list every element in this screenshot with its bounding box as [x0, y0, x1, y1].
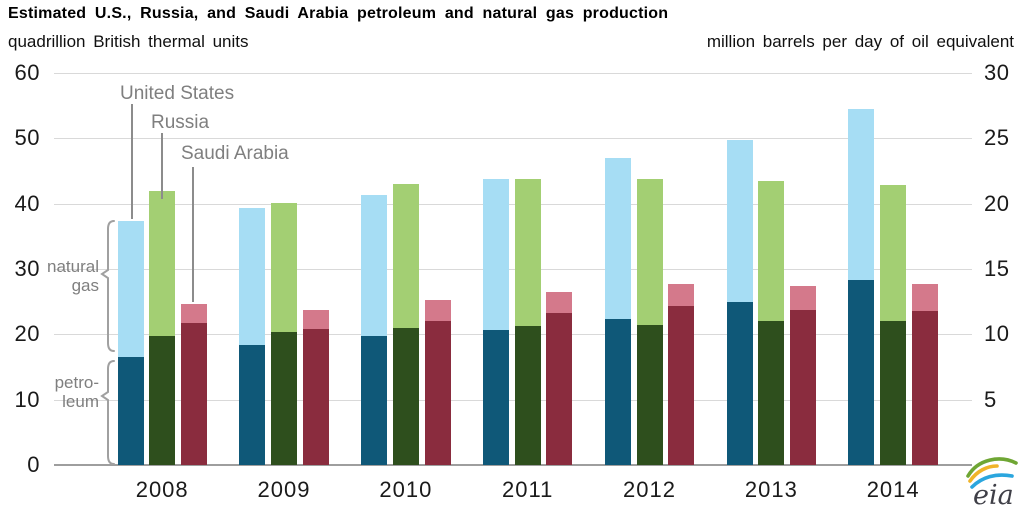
natural-gas-label-line2: gas	[71, 276, 99, 295]
bar-2008-united-states-natural-gas	[117, 220, 144, 357]
x-axis-label-2011: 2011	[502, 477, 554, 502]
bar-2010-russia-natural-gas	[392, 184, 419, 329]
left-axis-tick-60: 60	[14, 60, 40, 85]
natural-gas-bracket	[100, 220, 115, 352]
x-axis-label-2009: 2009	[257, 477, 311, 502]
x-axis-label-2013: 2013	[744, 477, 798, 502]
bar-2013-united-states-petroleum	[726, 302, 753, 465]
bar-2014-united-states-petroleum	[848, 280, 875, 465]
bar-2011-russia-natural-gas	[514, 179, 541, 327]
bar-2009-saudi-arabia-natural-gas	[302, 309, 329, 330]
bar-2013-saudi-arabia-natural-gas	[790, 285, 817, 310]
legend-label-united-states: United States	[120, 83, 235, 104]
gridline-20	[54, 334, 972, 336]
eia-logo: eia	[960, 450, 1022, 511]
x-axis-label-2008: 2008	[135, 477, 189, 502]
left-axis-tick-30: 30	[14, 256, 40, 281]
bar-2011-united-states-natural-gas	[482, 179, 509, 331]
left-axis-title: quadrillion British thermal units	[8, 32, 249, 51]
gridline-50	[54, 138, 972, 140]
bar-2010-united-states-natural-gas	[361, 195, 388, 337]
bar-2011-russia-petroleum	[514, 326, 541, 465]
natural-gas-label-line1: natural	[47, 257, 99, 276]
x-axis-label-2012: 2012	[623, 477, 676, 502]
bar-2013-russia-natural-gas	[758, 180, 785, 322]
bar-2009-russia-petroleum	[271, 331, 298, 465]
bar-2011-saudi-arabia-natural-gas	[546, 291, 573, 313]
bar-2008-russia-natural-gas	[149, 191, 176, 337]
bar-2012-saudi-arabia-natural-gas	[668, 284, 695, 307]
x-axis-line	[54, 464, 972, 466]
left-axis-tick-50: 50	[14, 125, 40, 151]
right-axis-tick-5: 5	[984, 386, 997, 412]
bar-2014-russia-petroleum	[880, 320, 907, 465]
petroleum-label-line2: leum	[62, 392, 99, 411]
bar-2012-saudi-arabia-petroleum	[668, 306, 695, 465]
left-axis-tick-10: 10	[14, 386, 40, 412]
bar-2009-russia-natural-gas	[271, 203, 298, 332]
bar-2014-saudi-arabia-petroleum	[911, 310, 938, 465]
bar-2010-russia-petroleum	[392, 328, 419, 465]
gridline-30	[54, 269, 972, 270]
left-axis-tick-40: 40	[14, 190, 40, 216]
bar-2014-russia-natural-gas	[880, 184, 907, 321]
right-axis-title: million barrels per day of oil equivalen…	[706, 32, 1014, 51]
x-axis-label-2010: 2010	[379, 477, 433, 502]
logo-swoosh-blue	[970, 473, 1014, 489]
bar-2014-united-states-natural-gas	[848, 108, 875, 281]
petroleum-label-line1: petro-	[54, 373, 99, 392]
legend-line-saudi-arabia	[192, 167, 194, 302]
right-axis-tick-25: 25	[984, 125, 1010, 151]
gridline-10	[54, 399, 972, 401]
left-axis-tick-0: 0	[27, 452, 40, 477]
legend-line-russia	[161, 133, 163, 199]
bar-2011-saudi-arabia-petroleum	[546, 312, 573, 465]
left-axis-tick-20: 20	[14, 321, 40, 347]
bar-2011-united-states-petroleum	[482, 330, 509, 465]
bar-2014-saudi-arabia-natural-gas	[911, 284, 938, 311]
bar-2010-united-states-petroleum	[361, 336, 388, 465]
legend-line-united-states	[131, 104, 133, 219]
bar-2008-united-states-petroleum	[117, 356, 144, 465]
right-axis-tick-20: 20	[984, 190, 1010, 216]
bar-2008-saudi-arabia-natural-gas	[180, 304, 207, 324]
bar-2013-russia-petroleum	[758, 321, 785, 465]
petroleum-label: petro- leum	[33, 373, 99, 411]
logo-swoosh-yellow	[968, 464, 999, 483]
bar-2008-russia-petroleum	[149, 336, 176, 465]
legend-label-saudi-arabia: Saudi Arabia	[181, 143, 289, 164]
bar-2013-united-states-natural-gas	[726, 139, 753, 303]
x-axis-label-2014: 2014	[866, 477, 920, 502]
bar-2012-russia-petroleum	[636, 324, 663, 465]
bar-2010-saudi-arabia-petroleum	[424, 320, 451, 465]
bar-2009-united-states-natural-gas	[239, 207, 266, 345]
bar-2012-united-states-natural-gas	[604, 157, 631, 319]
petroleum-bracket	[100, 360, 115, 465]
bar-2010-saudi-arabia-natural-gas	[424, 300, 451, 321]
right-axis-tick-10: 10	[984, 321, 1010, 347]
chart-title: Estimated U.S., Russia, and Saudi Arabia…	[8, 5, 669, 22]
bar-2008-saudi-arabia-petroleum	[180, 323, 207, 465]
right-axis-tick-30: 30	[984, 60, 1010, 85]
natural-gas-label: natural gas	[33, 257, 99, 295]
eia-logo-text: eia	[973, 480, 1014, 508]
bar-2009-saudi-arabia-petroleum	[302, 329, 329, 465]
bar-2009-united-states-petroleum	[239, 344, 266, 465]
gridline-40	[54, 203, 972, 205]
right-axis-tick-15: 15	[984, 256, 1010, 281]
gridline-60	[54, 73, 972, 74]
bar-2012-united-states-petroleum	[604, 318, 631, 465]
legend-label-russia: Russia	[151, 112, 210, 133]
logo-swoosh-green	[966, 457, 1018, 478]
bar-2012-russia-natural-gas	[636, 178, 663, 325]
bar-2013-saudi-arabia-petroleum	[790, 309, 817, 465]
